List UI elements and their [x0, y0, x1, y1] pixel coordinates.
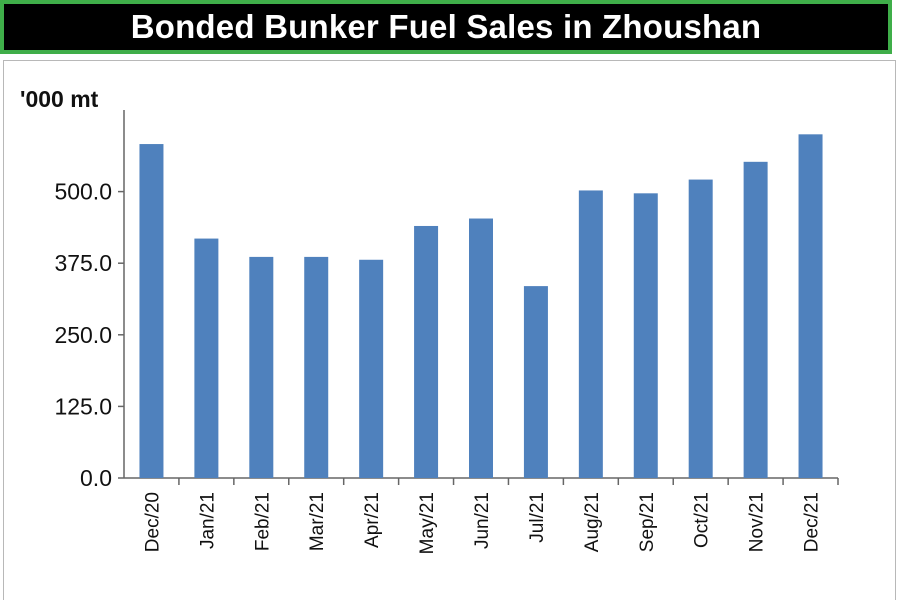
y-unit-label: '000 mt [20, 86, 99, 112]
y-tick-label: 500.0 [54, 179, 112, 205]
x-tick-label: Sep/21 [637, 492, 658, 552]
x-tick-label: Dec/21 [802, 492, 823, 552]
bar [139, 144, 164, 478]
bar [688, 179, 713, 478]
x-tick-label: Nov/21 [747, 492, 768, 552]
bar [359, 259, 384, 478]
bar [523, 286, 548, 478]
y-tick-label: 250.0 [54, 322, 112, 348]
bar [798, 134, 823, 478]
bar [249, 256, 274, 478]
bar [414, 225, 439, 478]
x-tick-label: Feb/21 [252, 492, 273, 551]
y-tick-label: 375.0 [54, 250, 112, 276]
x-tick-label: Apr/21 [362, 492, 383, 548]
x-tick-label: May/21 [417, 492, 438, 554]
x-tick-label: Jun/21 [472, 492, 493, 549]
bar [578, 190, 603, 478]
x-tick-label: Mar/21 [307, 492, 328, 551]
bar [743, 161, 768, 479]
chart-title: Bonded Bunker Fuel Sales in Zhoushan [0, 0, 892, 54]
bar [304, 256, 329, 478]
bar [469, 218, 493, 478]
x-tick-label: Jan/21 [197, 492, 218, 549]
plot-frame [3, 60, 896, 600]
x-tick-label: Aug/21 [582, 492, 603, 552]
x-tick-label: Oct/21 [692, 492, 713, 548]
x-tick-label: Dec/20 [142, 492, 163, 552]
bar [194, 238, 219, 478]
x-tick-label: Jul/21 [527, 492, 548, 543]
bar [633, 193, 658, 478]
y-tick-label: 0.0 [80, 465, 112, 491]
y-tick-label: 125.0 [54, 393, 112, 419]
